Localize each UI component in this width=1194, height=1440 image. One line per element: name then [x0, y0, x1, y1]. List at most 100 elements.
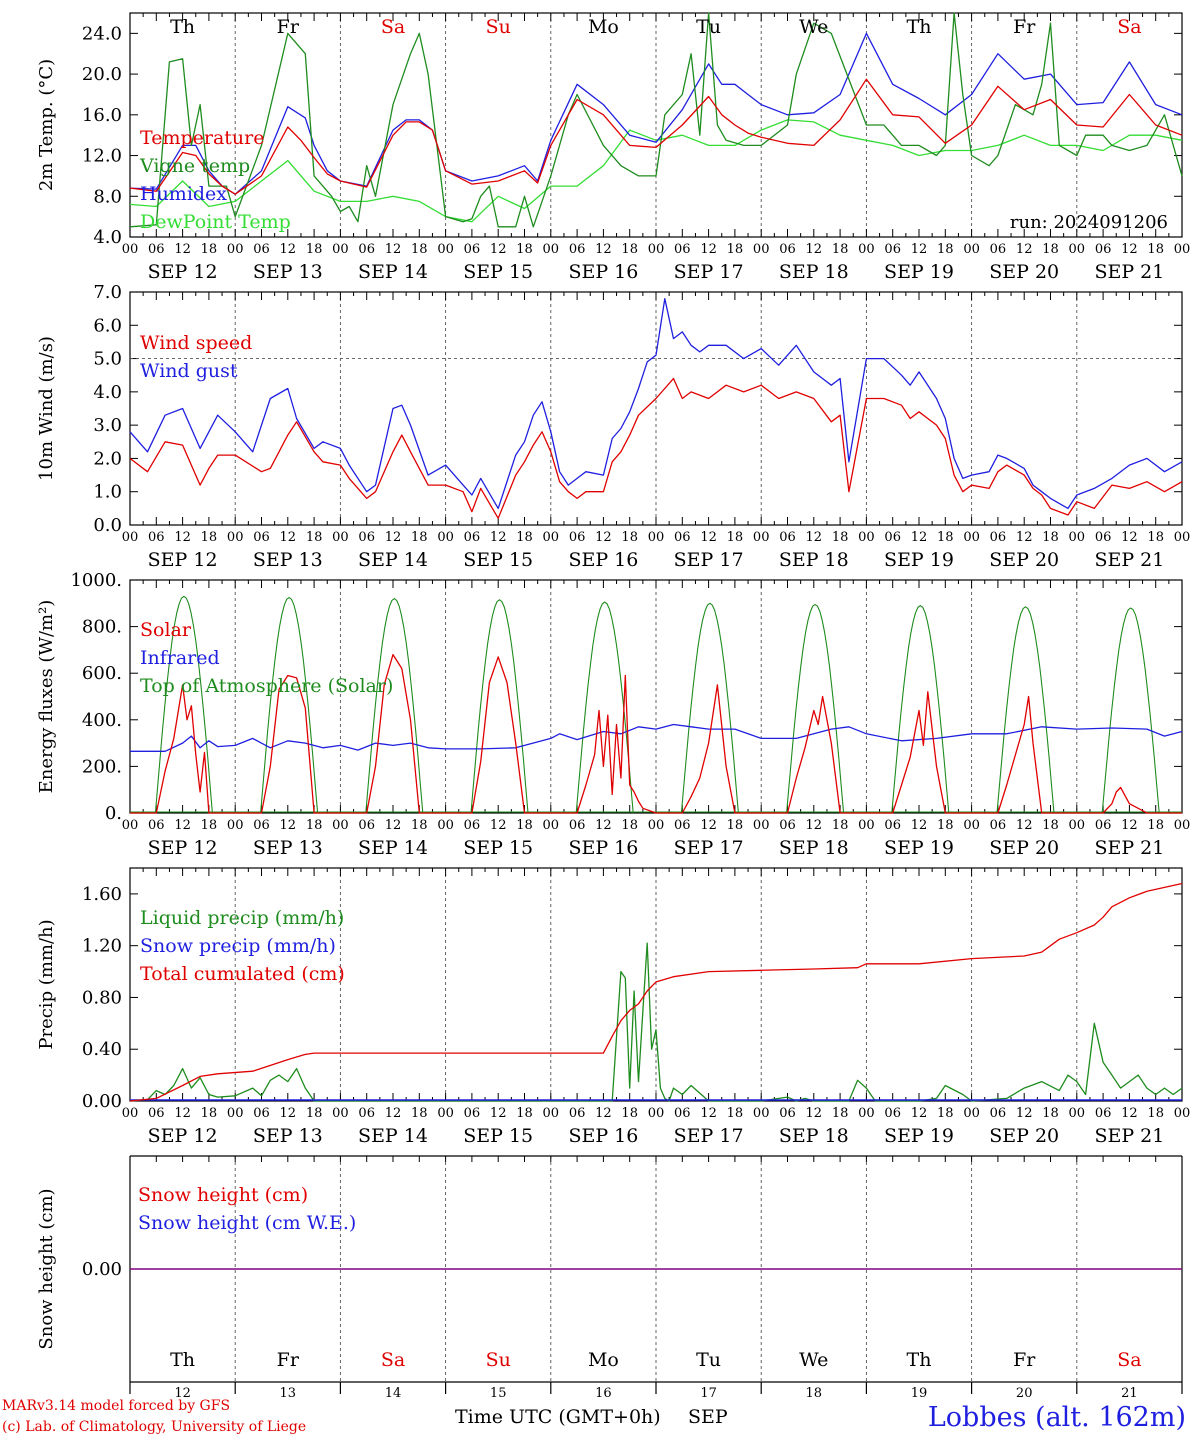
hour-tick-label: 06 [464, 530, 481, 545]
hour-tick-label: 18 [306, 818, 323, 833]
hour-tick-label: 18 [411, 242, 428, 257]
hour-tick-label: 06 [1095, 818, 1112, 833]
hour-tick-label: 00 [648, 530, 665, 545]
x-axis-month: SEP [688, 1406, 728, 1428]
hour-tick-label: 12 [1121, 242, 1138, 257]
series-line-wind-speed [129, 377, 1183, 519]
hour-tick-label: 18 [1042, 818, 1059, 833]
series-line-infrared [130, 723, 1183, 752]
series-line-vigne-temp [129, 12, 1183, 228]
hour-tick-label: 06 [884, 1106, 901, 1121]
hour-tick-label: 06 [779, 530, 796, 545]
hour-tick-label: 06 [674, 242, 691, 257]
panel-1-ytick-label: 12.0 [82, 146, 122, 167]
hour-tick-label: 00 [858, 1106, 875, 1121]
hour-tick-label: 00 [543, 530, 560, 545]
panel-1-ytick-label: 8.0 [93, 186, 122, 207]
weekday-label-bottom: Fr [277, 1349, 300, 1371]
series-line-wind-gust [129, 298, 1183, 510]
date-label: SEP 18 [779, 837, 849, 859]
series-line-temperature [129, 78, 1183, 195]
panel-4-frame [129, 867, 1183, 1102]
panel-4-ytick-label: 0.00 [82, 1091, 122, 1112]
hour-tick-label: 12 [174, 818, 191, 833]
hour-tick-label: 00 [1174, 242, 1191, 257]
lab-credit: (c) Lab. of Climatology, University of L… [2, 1419, 307, 1435]
hour-tick-label: 06 [569, 530, 586, 545]
date-label: SEP 15 [463, 837, 533, 859]
hour-tick-label: 06 [1095, 530, 1112, 545]
hour-tick-label: 06 [990, 818, 1007, 833]
panel-4-ytick-label: 1.60 [82, 884, 122, 905]
hour-tick-label: 18 [727, 818, 744, 833]
hour-tick-label: 06 [884, 530, 901, 545]
hour-tick-label: 18 [937, 242, 954, 257]
hour-tick-label: 12 [280, 530, 297, 545]
hour-tick-label: 18 [516, 242, 533, 257]
weekday-label-top: Fr [1013, 16, 1036, 38]
hour-tick-label: 12 [1121, 1106, 1138, 1121]
hour-tick-label: 18 [1147, 818, 1164, 833]
date-label: SEP 17 [674, 261, 744, 283]
date-label: SEP 14 [358, 261, 428, 283]
hour-tick-label: 18 [201, 530, 218, 545]
hour-tick-label: 18 [306, 242, 323, 257]
panel-1-ytick-label: 20.0 [82, 64, 122, 85]
hour-tick-label: 18 [516, 818, 533, 833]
hour-tick-label: 12 [595, 1106, 612, 1121]
hour-tick-label: 12 [490, 818, 507, 833]
hour-tick-label: 12 [1121, 530, 1138, 545]
hour-tick-label: 12 [174, 242, 191, 257]
hour-tick-label: 00 [122, 1106, 139, 1121]
hour-tick-label: 00 [1069, 242, 1086, 257]
hour-tick-label: 18 [306, 1106, 323, 1121]
series-line-solar [130, 653, 1182, 814]
hour-tick-label: 00 [963, 242, 980, 257]
hour-tick-label: 18 [1042, 242, 1059, 257]
date-label: SEP 14 [358, 1125, 428, 1147]
series-line-total-cumulated-cm- [129, 882, 1183, 1102]
hour-tick-label: 06 [148, 1106, 165, 1121]
hour-tick-label: 06 [253, 818, 270, 833]
panel-1-ytick-label: 4.0 [93, 227, 122, 248]
date-label: SEP 16 [568, 549, 638, 571]
hour-tick-label: 12 [911, 818, 928, 833]
panel-3-ytick-label: 600. [82, 663, 122, 684]
station-name: Lobbes (alt. 162m) [927, 1402, 1186, 1433]
hour-tick-label: 06 [884, 242, 901, 257]
hour-tick-label: 18 [621, 242, 638, 257]
hour-tick-label: 00 [543, 1106, 560, 1121]
hour-tick-label: 18 [832, 1106, 849, 1121]
panel-5-ylabel: Snow height (cm) [36, 1188, 57, 1349]
panel-4-legend-2: Snow precip (mm/h) [140, 935, 336, 957]
panel-3-legend-2: Infrared [140, 647, 220, 669]
hour-tick-label: 00 [1069, 818, 1086, 833]
panel-5-legend-2: Snow height (cm W.E.) [138, 1212, 356, 1234]
hour-tick-label: 06 [674, 1106, 691, 1121]
panel-4-legend-1: Liquid precip (mm/h) [140, 907, 344, 929]
series-line-liquid-precip-mm-h- [129, 942, 1183, 1102]
weekday-label-top: Su [486, 16, 511, 38]
hour-tick-label: 18 [937, 1106, 954, 1121]
panel-3-legend-1: Solar [140, 619, 192, 641]
hour-tick-label: 12 [490, 242, 507, 257]
panel-1-ylabel: 2m Temp. (°C) [36, 59, 57, 191]
hour-tick-label: 12 [1016, 818, 1033, 833]
run-label: run: 2024091206 [1010, 212, 1168, 233]
hour-tick-label: 06 [1095, 1106, 1112, 1121]
panel-2-ytick-label: 3.0 [93, 415, 122, 436]
hour-tick-label: 00 [332, 242, 349, 257]
hour-tick-label: 00 [963, 1106, 980, 1121]
weekday-label-top: Sa [1117, 16, 1141, 38]
hour-tick-label: 00 [332, 1106, 349, 1121]
hour-tick-label: 12 [595, 242, 612, 257]
panel-2-legend-2: Wind gust [140, 360, 238, 382]
day-number-label: 17 [700, 1386, 717, 1401]
day-number-label: 19 [911, 1386, 928, 1401]
hour-tick-label: 18 [411, 1106, 428, 1121]
panel-1-frame [129, 12, 1183, 238]
hour-tick-label: 18 [516, 1106, 533, 1121]
hour-tick-label: 00 [648, 1106, 665, 1121]
hour-tick-label: 18 [621, 530, 638, 545]
weekday-label-bottom: Sa [1117, 1349, 1141, 1371]
